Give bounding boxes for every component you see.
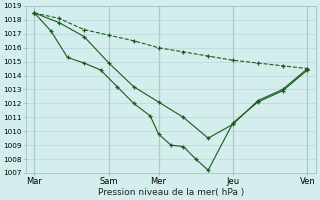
X-axis label: Pression niveau de la mer( hPa ): Pression niveau de la mer( hPa ) — [98, 188, 244, 197]
